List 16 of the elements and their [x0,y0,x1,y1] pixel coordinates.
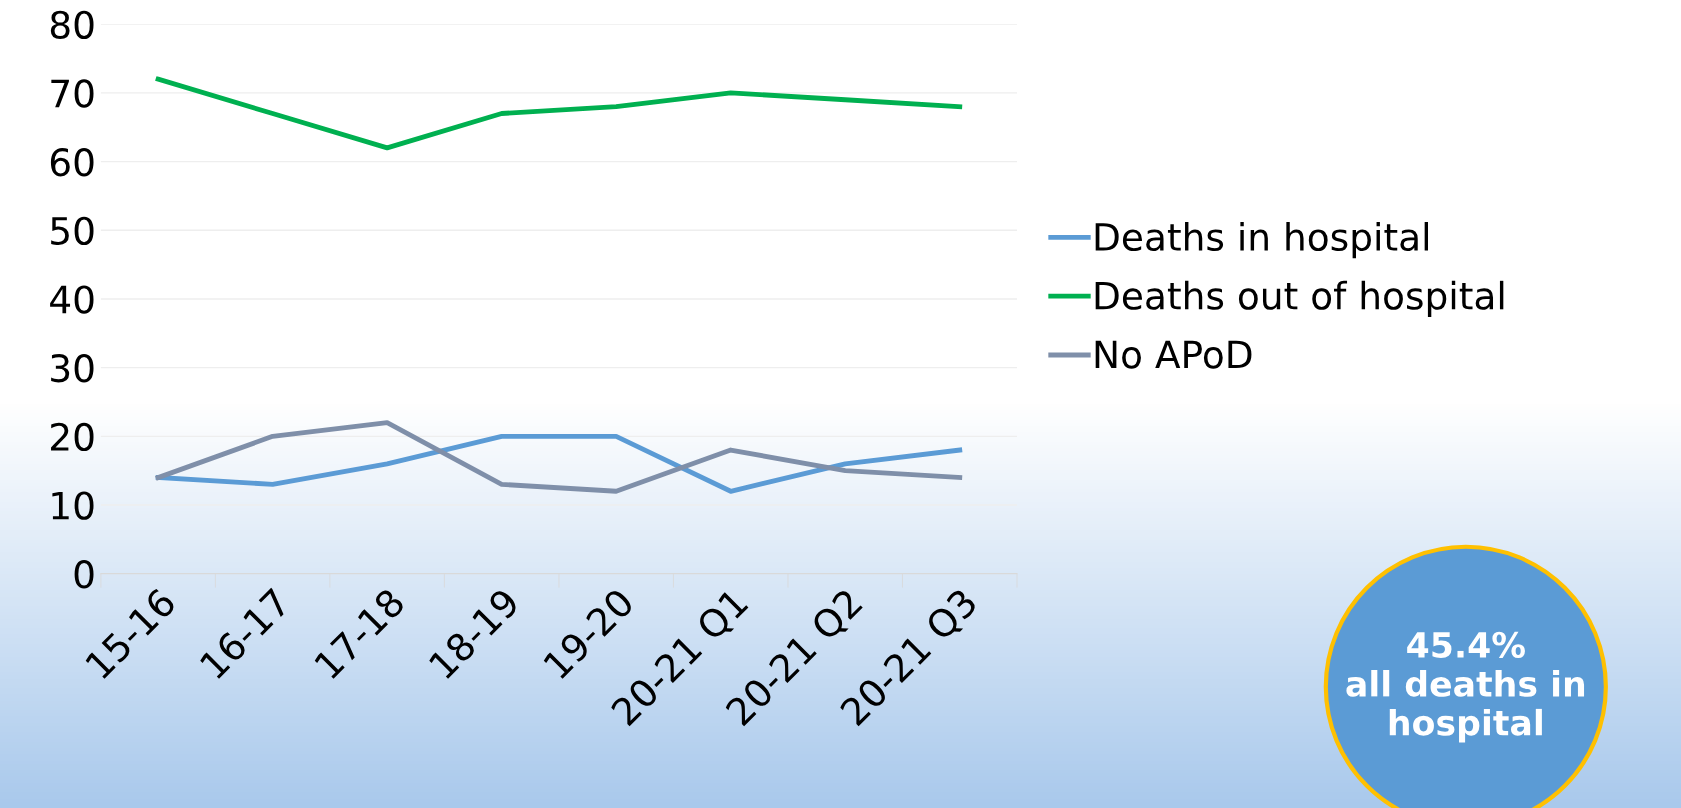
y-tick-label: 60 [50,148,94,177]
y-tick-label: 70 [51,79,94,108]
y-tick-label: 50 [51,216,94,246]
y-tick-label: 30 [51,354,94,383]
line-series [155,420,963,494]
legend-label: Deaths in hospital [1095,222,1429,259]
y-tick-label: 40 [50,285,94,314]
legend-label: No APoD [1095,340,1252,369]
y-tick-label: 20 [51,422,94,452]
line-series [155,433,963,494]
y-tick-label: 80 [50,10,94,40]
text: 45.4% all deaths in hospital [1346,631,1585,743]
line-series [155,76,963,151]
y-tick-label: 10 [52,491,94,520]
y-tick-label: 0 [74,560,94,589]
legend-label: Deaths out of hospital [1095,280,1504,318]
